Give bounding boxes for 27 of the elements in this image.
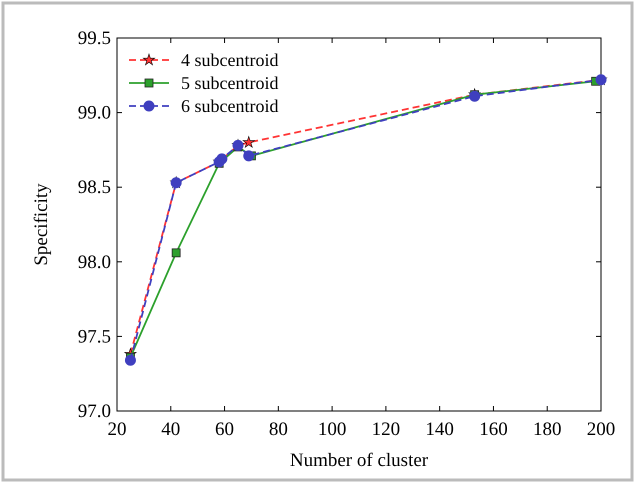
x-tick-label: 180	[532, 419, 562, 440]
x-axis-title: Number of cluster	[290, 450, 429, 471]
legend-label: 4 subcentroid	[181, 50, 278, 70]
y-tick-label: 99.0	[78, 102, 111, 124]
point	[216, 153, 228, 164]
legend-label: 6 subcentroid	[181, 96, 278, 116]
point	[243, 150, 254, 162]
x-tick-label: 80	[268, 419, 288, 440]
point	[124, 354, 136, 366]
y-tick-label: 98.0	[78, 252, 111, 273]
x-tick-label: 160	[479, 419, 508, 440]
x-tick-label: 100	[318, 419, 346, 440]
y-axis-title: Specificity	[31, 182, 52, 266]
point	[172, 248, 181, 258]
y-tick-label: 98.5	[78, 177, 111, 198]
point	[242, 136, 255, 148]
legend-label: 5 subcentroid	[181, 73, 278, 93]
x-tick-label: 200	[586, 419, 616, 440]
x-tick-label: 140	[425, 419, 454, 440]
x-tick-label: 40	[161, 419, 180, 440]
y-tick-label: 97.5	[78, 326, 111, 348]
x-tick-label: 20	[108, 419, 126, 440]
y-tick-label: 97.0	[78, 401, 111, 422]
x-tick-label: 120	[372, 419, 400, 440]
x-tick-label: 60	[215, 419, 234, 440]
point	[469, 90, 480, 102]
y-tick-label: 99.5	[78, 28, 111, 49]
